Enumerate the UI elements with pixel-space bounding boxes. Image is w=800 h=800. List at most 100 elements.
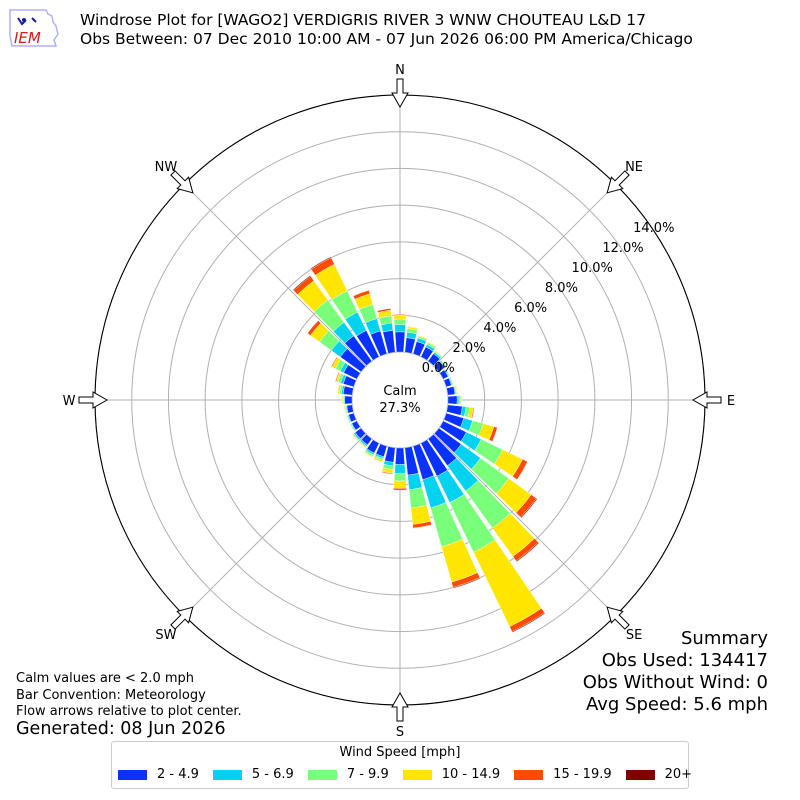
legend-swatch (307, 769, 337, 780)
compass-label-sw: SW (155, 628, 176, 643)
bar-170-bin-3 (410, 505, 431, 525)
compass-label-se: SE (626, 628, 642, 643)
bar-280-bin-3 (337, 384, 342, 395)
radial-tick-label: 14.0% (633, 221, 674, 236)
flow-arrows-note: Flow arrows relative to plot center. (16, 704, 242, 719)
legend-item: 10 - 14.9 (402, 767, 501, 782)
bar-70-bin-2 (449, 377, 454, 386)
bar-330-bin-5 (310, 256, 332, 270)
bar-60-bin-2 (444, 368, 451, 377)
bar-270-bin-0 (344, 395, 353, 405)
legend-item: 20+ (625, 767, 693, 782)
bar-320-bin-5 (292, 275, 311, 291)
flow-arrow-315 (170, 170, 194, 194)
legend-swatch (514, 769, 544, 780)
bar-250-bin-2 (346, 414, 351, 423)
radial-tick-label: 12.0% (602, 241, 643, 256)
bar-290-bin-4 (335, 372, 340, 383)
legend-item: 2 - 4.9 (118, 767, 199, 782)
radial-tick-label: 2.0% (453, 341, 486, 356)
bar-0-bin-1 (394, 324, 406, 333)
compass-label-s: S (396, 725, 404, 740)
legend-item: 15 - 19.9 (514, 767, 612, 782)
calm-label: Calm (383, 384, 416, 399)
bar-170-bin-5 (412, 524, 432, 529)
compass-label-n: N (395, 63, 405, 78)
bar-110-bin-4 (488, 426, 498, 442)
bar-90-bin-0 (447, 395, 458, 405)
bar-180-bin-0 (395, 447, 405, 465)
bar-140-bin-5 (515, 542, 540, 563)
summary-obs-without-wind: Obs Without Wind: 0 (582, 672, 768, 693)
chart-title: Windrose Plot for [WAGO2] VERDIGRIS RIVE… (80, 11, 646, 29)
bar-20-bin-3 (417, 335, 428, 340)
bar-270-bin-3 (341, 395, 344, 405)
speed-legend: Wind Speed [mph] 2 - 4.9 5 - 6.9 7 - 9.9 10… (111, 741, 693, 789)
bar-120-bin-4 (512, 458, 528, 480)
bar-80-bin-3 (455, 385, 459, 395)
bar-180-bin-4 (393, 487, 407, 491)
legend-item: 5 - 6.9 (212, 767, 294, 782)
radial-tick-label: 0.0% (422, 361, 455, 376)
legend-label: 10 - 14.9 (441, 767, 501, 782)
legend-item: 7 - 9.9 (307, 767, 389, 782)
compass-label-w: W (63, 394, 76, 409)
bar-convention-note: Bar Convention: Meteorology (16, 688, 206, 703)
calm-value: 27.3% (379, 401, 420, 416)
grid-spoke-225 (183, 399, 401, 617)
legend-label: 15 - 19.9 (553, 767, 612, 782)
radial-tick-label: 8.0% (545, 281, 578, 296)
legend-swatch (212, 769, 242, 780)
legend-swatch (118, 769, 147, 780)
bar-340-bin-4 (352, 289, 371, 300)
bar-0-bin-0 (394, 331, 406, 353)
compass-label-ne: NE (625, 160, 643, 175)
grid-spoke-45 (399, 183, 617, 401)
bar-50-bin-2 (440, 359, 447, 368)
bar-90-bin-1 (456, 395, 460, 405)
bar-0-bin-2 (393, 318, 407, 325)
bar-30-bin-3 (427, 341, 437, 348)
legend-swatch (625, 769, 655, 780)
bar-180-bin-1 (394, 464, 406, 474)
summary-heading: Summary (681, 628, 768, 649)
bar-220-bin-3 (358, 441, 367, 449)
bar-240-bin-2 (349, 423, 356, 432)
compass-label-e: E (727, 394, 735, 409)
compass-label-nw: NW (155, 160, 178, 175)
bar-200-bin-4 (373, 458, 383, 463)
flow-arrows (78, 78, 722, 722)
summary-avg-speed: Avg Speed: 5.6 mph (586, 694, 768, 715)
bar-170-bin-1 (407, 472, 423, 490)
compass-labels: N NE E SE S SW W NW (63, 63, 736, 740)
bar-100-bin-4 (471, 407, 475, 419)
flow-arrow-45 (606, 170, 630, 194)
bar-90-bin-2 (458, 395, 462, 405)
bar-350-bin-4 (377, 308, 392, 313)
legend-label: 20+ (664, 767, 693, 782)
flow-arrow-180 (391, 691, 409, 722)
flow-arrow-225 (170, 606, 194, 630)
flow-arrow-135 (606, 606, 630, 630)
bar-180-bin-3 (393, 480, 407, 489)
bar-230-bin-3 (351, 433, 359, 442)
radial-tick-label: 4.0% (483, 321, 516, 336)
bar-300-bin-4 (330, 356, 338, 368)
legend-title: Wind Speed [mph] (339, 745, 461, 760)
grid-spoke-135 (399, 399, 617, 617)
bar-190-bin-4 (381, 471, 393, 475)
radial-tick-label: 6.0% (514, 301, 547, 316)
iem-logo: IEM (9, 9, 59, 47)
bar-310-bin-4 (307, 320, 322, 336)
bar-150-bin-3 (473, 539, 542, 627)
flow-arrow-90 (691, 391, 722, 409)
bar-40-bin-3 (434, 350, 443, 358)
flow-arrow-270 (78, 391, 109, 409)
generated-date: Generated: 08 Jun 2026 (16, 719, 226, 739)
logo-text: IEM (14, 29, 41, 47)
legend-swatch (402, 769, 432, 780)
radial-tick-label: 10.0% (572, 261, 613, 276)
flow-arrow-0 (391, 78, 409, 109)
